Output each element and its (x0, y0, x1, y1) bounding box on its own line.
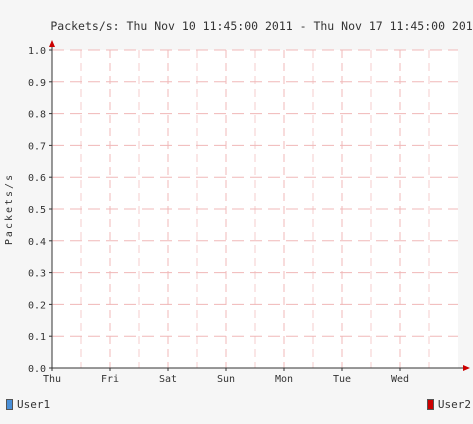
y-tick-label: 0.9 (28, 78, 46, 89)
y-tick-label: 0.5 (28, 205, 46, 216)
legend-label-user2: User2 (437, 398, 471, 411)
legend-swatch-user1 (6, 399, 13, 410)
y-tick-label: 0.2 (28, 300, 46, 311)
y-tick-label: 0.3 (28, 269, 46, 280)
y-axis-arrow (49, 40, 55, 47)
y-tick-label: 0.0 (28, 364, 46, 375)
legend-item-user2: User2 (426, 398, 471, 411)
legend-label-user1: User1 (17, 398, 51, 411)
legend-swatch-user2 (426, 399, 434, 410)
y-tick-label: 0.1 (28, 332, 46, 343)
y-tick-label: 1.0 (28, 46, 46, 57)
x-tick-label: Thu (43, 374, 61, 385)
x-tick-label: Sun (217, 374, 235, 385)
y-tick-label: 0.6 (28, 173, 46, 184)
x-tick-label: Fri (101, 374, 119, 385)
x-tick-label: Tue (333, 374, 351, 385)
y-tick-label: 0.4 (28, 237, 46, 248)
y-tick-label: 0.7 (28, 141, 46, 152)
x-tick-label: Sat (159, 374, 177, 385)
x-axis-arrow (463, 365, 470, 371)
y-tick-label: 0.8 (28, 110, 46, 121)
y-axis-label: Packets/s (4, 173, 15, 245)
x-tick-label: Wed (391, 374, 409, 385)
x-tick-label: Mon (275, 374, 293, 385)
legend-item-user1: User1 (6, 398, 50, 411)
chart-title: Packets/s: Thu Nov 10 11:45:00 2011 - Th… (50, 19, 473, 33)
